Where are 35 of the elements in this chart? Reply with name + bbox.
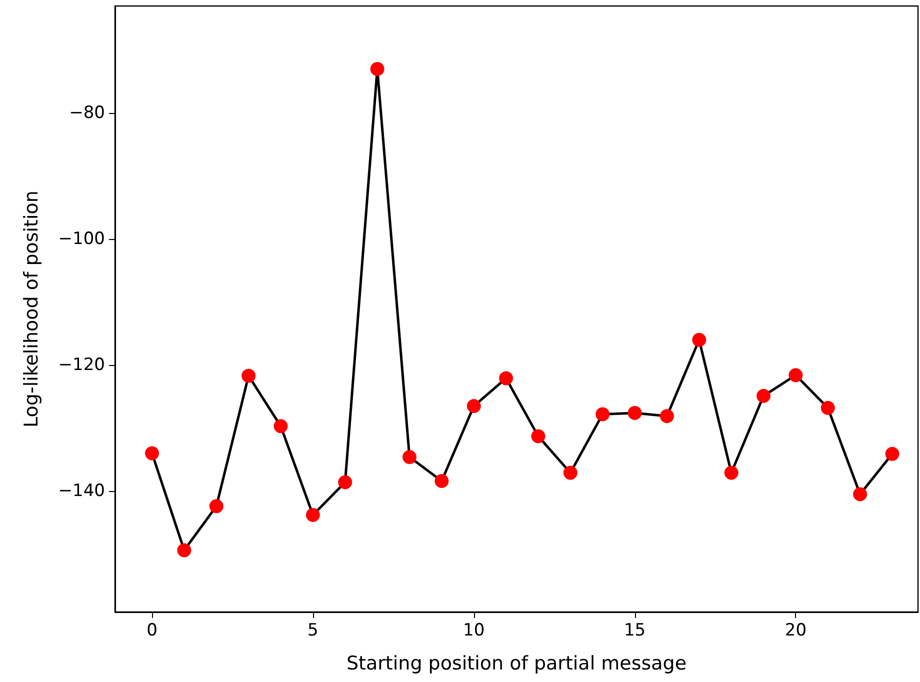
point bbox=[209, 499, 224, 514]
x-tick-label: 10 bbox=[463, 620, 485, 640]
point bbox=[885, 446, 900, 461]
x-tick-label: 15 bbox=[624, 620, 646, 640]
point bbox=[434, 474, 449, 488]
y-tick-label: −120 bbox=[58, 355, 105, 376]
point bbox=[145, 446, 160, 460]
point bbox=[788, 368, 803, 382]
x-axis-title: Starting position of partial message bbox=[346, 652, 687, 674]
point bbox=[242, 368, 256, 383]
y-tick-label: −80 bbox=[69, 103, 105, 124]
point bbox=[820, 400, 835, 415]
x-tick-label: 5 bbox=[308, 620, 318, 640]
point bbox=[724, 466, 738, 480]
y-tick-label: −140 bbox=[58, 481, 105, 502]
point bbox=[402, 450, 416, 464]
point bbox=[853, 487, 868, 502]
point bbox=[306, 508, 320, 522]
point bbox=[563, 466, 578, 480]
point bbox=[692, 332, 706, 347]
point bbox=[756, 388, 771, 403]
point bbox=[338, 475, 352, 490]
y-tick-label: −100 bbox=[58, 229, 105, 250]
point bbox=[274, 419, 288, 434]
y-axis-title: Log-likelihood of position bbox=[20, 190, 42, 428]
point bbox=[177, 543, 192, 558]
point bbox=[596, 407, 610, 422]
x-tick-label: 0 bbox=[146, 620, 158, 640]
point bbox=[531, 429, 546, 444]
point bbox=[466, 399, 481, 414]
point bbox=[628, 406, 642, 420]
x-tick-label: 20 bbox=[784, 620, 807, 640]
point bbox=[499, 371, 514, 386]
point bbox=[370, 62, 384, 76]
point bbox=[660, 409, 674, 424]
